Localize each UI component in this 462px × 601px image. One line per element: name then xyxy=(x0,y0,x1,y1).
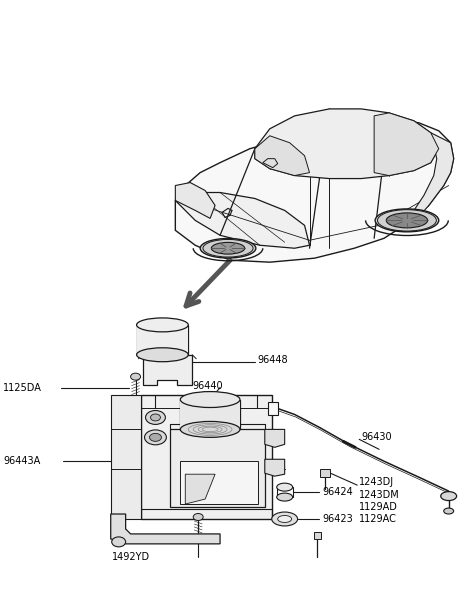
Ellipse shape xyxy=(145,430,166,445)
Polygon shape xyxy=(176,192,310,248)
Text: 96430: 96430 xyxy=(361,432,392,442)
Text: 96443A: 96443A xyxy=(3,456,41,466)
Text: 1243DJ: 1243DJ xyxy=(359,477,395,487)
Ellipse shape xyxy=(277,493,292,501)
Ellipse shape xyxy=(131,373,140,380)
Ellipse shape xyxy=(278,516,292,522)
Ellipse shape xyxy=(180,421,240,438)
Ellipse shape xyxy=(386,213,428,228)
Polygon shape xyxy=(265,429,285,447)
FancyBboxPatch shape xyxy=(321,469,330,477)
Polygon shape xyxy=(265,459,285,476)
Polygon shape xyxy=(170,429,265,507)
Ellipse shape xyxy=(375,209,439,232)
Ellipse shape xyxy=(112,537,126,547)
Text: 96440: 96440 xyxy=(192,380,223,391)
Polygon shape xyxy=(176,119,454,262)
Ellipse shape xyxy=(137,348,188,362)
Polygon shape xyxy=(137,325,188,355)
Ellipse shape xyxy=(150,433,161,441)
Ellipse shape xyxy=(441,492,456,501)
Ellipse shape xyxy=(272,512,298,526)
FancyBboxPatch shape xyxy=(314,532,322,539)
Text: 1129AD: 1129AD xyxy=(359,502,398,512)
Text: 1243DM: 1243DM xyxy=(359,490,400,500)
Polygon shape xyxy=(255,136,310,175)
Text: 1129AC: 1129AC xyxy=(359,514,397,524)
Ellipse shape xyxy=(277,483,292,491)
Polygon shape xyxy=(409,133,454,225)
Ellipse shape xyxy=(180,392,240,407)
Polygon shape xyxy=(268,401,278,415)
Text: 1492YD: 1492YD xyxy=(111,552,150,562)
Text: 96424: 96424 xyxy=(322,487,353,497)
Text: 1125DA: 1125DA xyxy=(3,383,42,392)
Ellipse shape xyxy=(444,508,454,514)
Text: 96448: 96448 xyxy=(258,355,288,365)
Ellipse shape xyxy=(211,242,245,254)
Ellipse shape xyxy=(193,513,203,520)
Polygon shape xyxy=(180,461,258,504)
Polygon shape xyxy=(185,474,215,504)
Polygon shape xyxy=(111,514,220,544)
Polygon shape xyxy=(255,109,439,178)
Text: 96423: 96423 xyxy=(322,514,353,524)
Polygon shape xyxy=(374,113,439,175)
Ellipse shape xyxy=(200,239,256,258)
Polygon shape xyxy=(143,355,192,385)
Polygon shape xyxy=(111,395,140,519)
Ellipse shape xyxy=(137,318,188,332)
Ellipse shape xyxy=(151,414,160,421)
Polygon shape xyxy=(140,395,272,519)
Polygon shape xyxy=(180,400,240,429)
Polygon shape xyxy=(176,183,215,218)
Ellipse shape xyxy=(146,410,165,424)
Polygon shape xyxy=(263,159,278,168)
